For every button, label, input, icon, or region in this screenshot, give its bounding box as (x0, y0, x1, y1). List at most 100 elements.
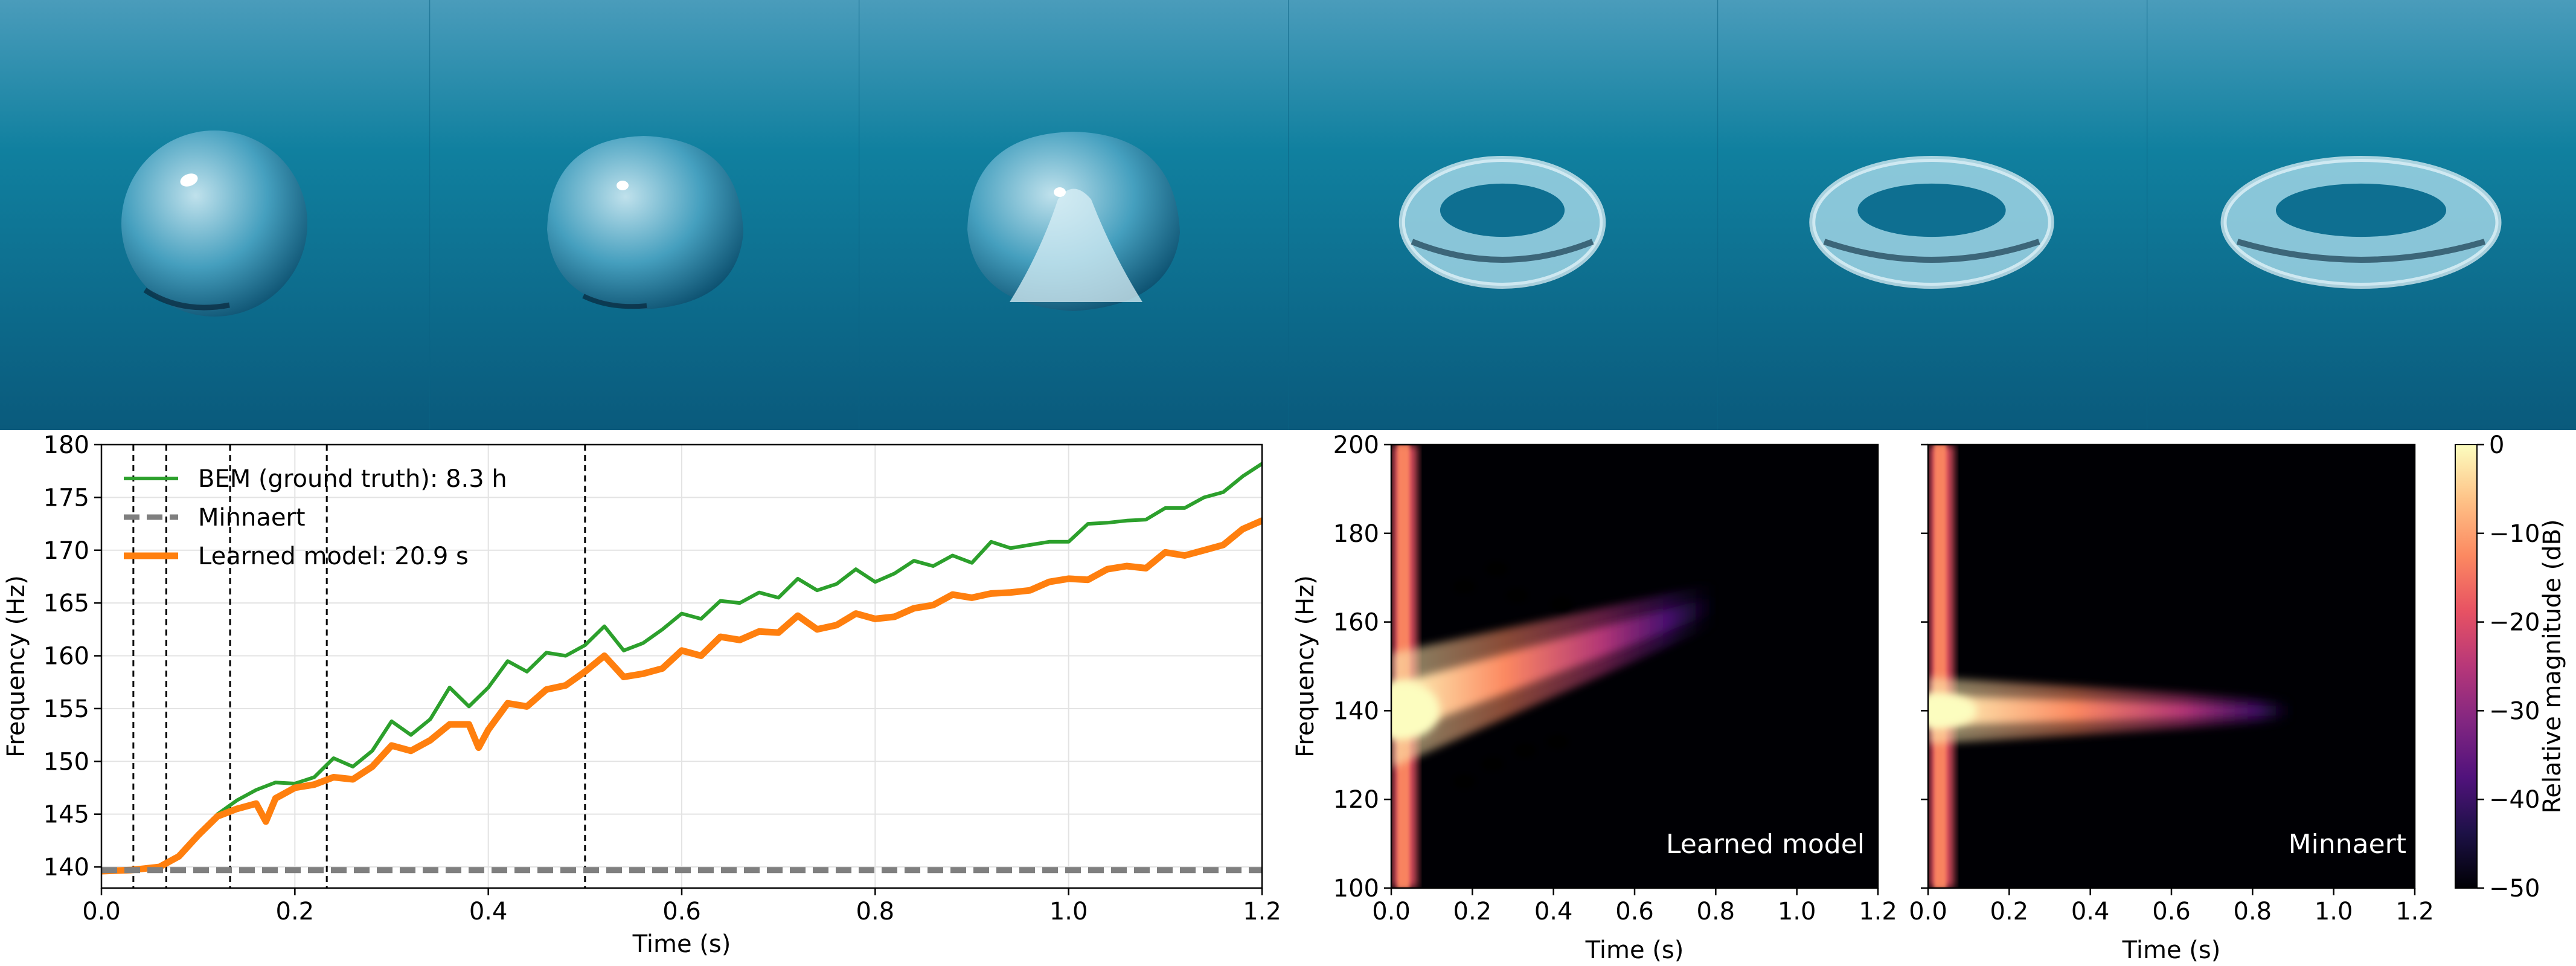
x-tick-label: 0.0 (82, 898, 121, 926)
y-tick-label: 160 (43, 643, 89, 671)
legend-label-minnaert: Minnaert (198, 504, 306, 532)
line-legend: BEM (ground truth): 8.3 h Minnaert Learn… (124, 465, 507, 570)
torus-hole (1857, 183, 2006, 237)
y-tick-label: 150 (43, 748, 89, 776)
bubble-shadow (582, 294, 647, 309)
y-tick-label: 145 (43, 801, 89, 829)
y-tick-label: 100 (1333, 875, 1379, 903)
spectral-notch (1546, 734, 1569, 749)
ridge-peak (1391, 681, 1440, 739)
torus-shadow (1411, 239, 1594, 263)
spectrogram-minnaert: 0.0 0.2 0.4 0.6 0.8 1.0 1.2 Minnaert Time (s) (1909, 443, 2434, 964)
spectral-notch (1485, 561, 1508, 576)
legend-label-learned: Learned model: 20.9 s (198, 543, 469, 570)
bubble-frame-6 (2147, 0, 2576, 430)
y-tick-label: 165 (43, 590, 89, 617)
ridge-core (1928, 695, 2293, 726)
spectrogram-b-background (1928, 445, 2415, 888)
bubble-body (121, 130, 307, 317)
torus-rim (1399, 156, 1606, 289)
x-tick-label: 0.4 (2071, 898, 2110, 926)
y-tick-label: 160 (1333, 609, 1379, 637)
y-tick-label: 120 (1333, 786, 1379, 814)
bubble-highlight (180, 173, 198, 187)
spectrogram-a-energy (1391, 445, 1716, 888)
colorbar: 0 −10 −20 −30 −40 −50 Relative magnitude (dB) (2455, 431, 2566, 903)
torus-hole (2275, 183, 2447, 237)
ridge-core (1391, 596, 1716, 737)
spectrogram-b-annotation: Minnaert (2289, 829, 2406, 860)
line-x-axis-label: Time (s) (632, 930, 731, 958)
spectrogram-a-x-axis-label: Time (s) (1585, 936, 1684, 964)
x-tick-label: 0.4 (1534, 898, 1573, 926)
x-tick-label: 1.2 (1859, 898, 1897, 926)
torus-rim (1809, 156, 2054, 289)
colorbar-tick-label: −50 (2489, 875, 2540, 903)
torus-hole (1440, 183, 1565, 237)
spectral-notch (1506, 588, 1528, 603)
spectral-notch (1453, 774, 1475, 789)
series-line-bem (101, 462, 1262, 873)
bubble-body (547, 136, 743, 309)
y-tick-label: 180 (1333, 520, 1379, 548)
bubble-frame-3 (859, 0, 1288, 430)
x-tick-label: 1.0 (1778, 898, 1816, 926)
spectrogram-a-y-axis-label: Frequency (Hz) (1292, 575, 1319, 758)
y-tick-label: 170 (43, 537, 89, 565)
frame-render (1288, 0, 1717, 430)
legend-label-bem: BEM (ground truth): 8.3 h (198, 465, 507, 493)
spectral-notch (1481, 756, 1504, 771)
torus-shadow (2236, 239, 2486, 263)
bubble-shadow (143, 288, 230, 311)
bubble-highlight (617, 181, 629, 190)
x-tick-label: 0.2 (1990, 898, 2029, 926)
x-tick-label: 1.2 (2395, 898, 2434, 926)
y-tick-label: 175 (43, 484, 89, 512)
bubble-frame-strip (0, 0, 2576, 430)
x-tick-label: 1.2 (1243, 898, 1281, 926)
bubble-jet (1010, 188, 1142, 302)
bubble-frame-1 (0, 0, 429, 430)
series-line-learned (101, 517, 1262, 875)
bubble-frame-5 (1717, 0, 2147, 430)
x-tick-label: 0.2 (276, 898, 315, 926)
torus-shadow (1823, 239, 2040, 263)
colorbar-tick-label: −10 (2489, 520, 2540, 548)
frame-render (1717, 0, 2147, 430)
spectrogram-learned-model: 0.0 0.2 0.4 0.6 0.8 1.0 1.2100120140160180200 … (1292, 431, 1897, 964)
x-tick-label: 0.8 (2234, 898, 2272, 926)
charts-panel: 0.0 0.2 0.4 0.6 0.8 1.0 1.2 140 145 150 155 160 165 1… (2, 431, 2566, 964)
spectrogram-a-ticks: 0.0 0.2 0.4 0.6 0.8 1.0 1.2 100 120 140 160 180 200 (1333, 431, 1897, 926)
x-tick-label: 0.0 (1909, 898, 1947, 926)
colorbar-tick-label: −30 (2489, 697, 2540, 725)
x-tick-label: 1.0 (1049, 898, 1088, 926)
y-tick-label: 155 (43, 695, 89, 723)
spectrogram-b-x-axis-label: Time (s) (2122, 936, 2221, 964)
x-tick-label: 0.4 (469, 898, 508, 926)
x-tick-label: 0.8 (1697, 898, 1735, 926)
spectral-notch (1551, 597, 1573, 612)
y-tick-label: 140 (1333, 697, 1379, 725)
y-tick-label: 200 (1333, 431, 1379, 459)
colorbar-tick-label: 0 (2489, 431, 2504, 459)
frame-render (859, 0, 1288, 430)
colorbar-gradient (2455, 444, 2478, 889)
colorbar-ticks: 0 −10 −20 −30 −40 −50 (2477, 431, 2540, 903)
y-tick-label: 180 (43, 431, 89, 459)
spectrogram-b-ticks: 0.0 0.2 0.4 0.6 0.8 1.0 1.2 (1909, 443, 2434, 926)
line-series-group (101, 462, 1262, 875)
spectrogram-a-annotation: Learned model (1666, 829, 1865, 860)
x-tick-label: 0.2 (1453, 898, 1492, 926)
x-tick-label: 1.0 (2315, 898, 2353, 926)
bubble-frame-2 (429, 0, 859, 430)
x-tick-label: 0.6 (662, 898, 701, 926)
colorbar-tick-label: −40 (2489, 786, 2540, 814)
bubble-frame-4 (1288, 0, 1717, 430)
torus-rim (2220, 156, 2502, 289)
spectral-notch (1514, 743, 1536, 758)
frame-render (0, 0, 429, 430)
ridge-peak (1928, 694, 1976, 727)
bubble-highlight (1054, 187, 1066, 197)
onset-column-core (1934, 445, 1947, 888)
frequency-line-chart: 0.0 0.2 0.4 0.6 0.8 1.0 1.2 140 145 150 155 160 165 1… (2, 431, 1281, 958)
